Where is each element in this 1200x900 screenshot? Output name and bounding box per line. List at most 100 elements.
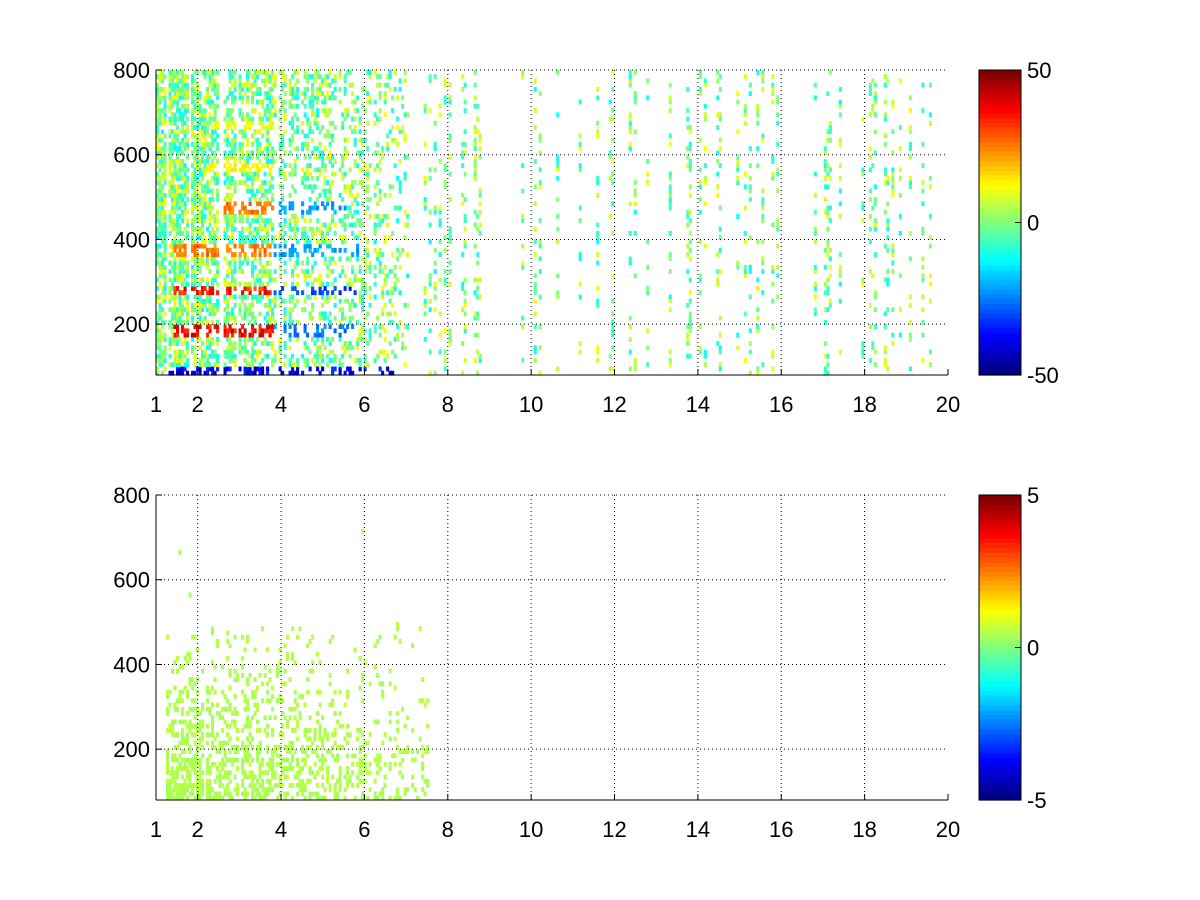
heatmap-cell	[443, 167, 447, 173]
heatmap-cell	[158, 86, 162, 92]
heatmap-cell	[176, 201, 180, 207]
heatmap-cell	[176, 91, 180, 97]
heatmap-cell	[171, 197, 175, 202]
heatmap-cell	[171, 311, 175, 317]
heatmap-cell	[463, 324, 467, 330]
heatmap-cell	[238, 167, 242, 173]
heatmap-cell	[736, 214, 740, 219]
heatmap-cell	[191, 230, 195, 236]
heatmap-cell	[378, 753, 382, 759]
heatmap-cell	[388, 319, 392, 325]
heatmap-cell	[718, 146, 722, 152]
heatmap-cell	[883, 82, 887, 88]
heatmap-cell	[241, 218, 245, 224]
heatmap-cell	[246, 286, 250, 291]
heatmap-cell	[443, 180, 447, 185]
heatmap-cell	[356, 218, 360, 224]
heatmap-cell	[233, 694, 237, 699]
heatmap-cell	[578, 349, 582, 355]
heatmap-cell	[233, 634, 237, 640]
heatmap-cell	[898, 78, 902, 84]
heatmap-cell	[163, 192, 167, 198]
colorbar-segment	[979, 155, 1021, 162]
heatmap-cell	[898, 273, 902, 279]
heatmap-cell	[241, 324, 245, 330]
heatmap-cell	[628, 336, 632, 342]
heatmap-cell	[258, 290, 262, 296]
heatmap-cell	[891, 171, 895, 177]
heatmap-cell	[218, 761, 222, 767]
heatmap-cell	[208, 201, 212, 207]
heatmap-cell	[596, 192, 600, 198]
heatmap-cell	[196, 302, 200, 308]
heatmap-cell	[233, 163, 237, 169]
heatmap-cell	[168, 158, 172, 164]
heatmap-cell	[291, 116, 295, 122]
heatmap-cell	[186, 711, 190, 716]
heatmap-cell	[168, 146, 172, 152]
heatmap-cell	[736, 91, 740, 97]
heatmap-cell	[358, 336, 362, 342]
heatmap-cell	[306, 78, 310, 84]
heatmap-cell	[338, 744, 342, 750]
heatmap-cell	[883, 209, 887, 215]
heatmap-cell	[333, 171, 337, 177]
heatmap-cell	[203, 302, 207, 308]
heatmap-cell	[223, 116, 227, 122]
heatmap-cell	[296, 70, 300, 75]
heatmap-cell	[306, 345, 310, 351]
heatmap-cell	[668, 269, 672, 274]
heatmap-cell	[321, 358, 325, 363]
heatmap-cell	[838, 112, 842, 118]
heatmap-cell	[813, 294, 817, 300]
heatmap-cell	[376, 142, 380, 147]
heatmap-cell	[423, 180, 427, 185]
heatmap-cell	[173, 778, 177, 784]
heatmap-cell	[826, 277, 830, 283]
heatmap-cell	[448, 269, 452, 274]
heatmap-cell	[348, 366, 352, 372]
colorbar-segment	[979, 738, 1021, 744]
heatmap-cell	[278, 167, 282, 173]
heatmap-cell	[476, 311, 480, 317]
heatmap-cell	[703, 146, 707, 152]
heatmap-cell	[538, 167, 542, 173]
heatmap-cell	[268, 95, 272, 101]
heatmap-cell	[348, 167, 352, 173]
heatmap-cell	[828, 167, 832, 173]
heatmap-cell	[233, 184, 237, 190]
heatmap-cell	[868, 197, 872, 202]
heatmap-cell	[908, 294, 912, 300]
heatmap-cell	[243, 302, 247, 308]
heatmap-cell	[871, 341, 875, 346]
heatmap-cell	[191, 757, 195, 763]
heatmap-cell	[376, 315, 380, 321]
heatmap-cell	[168, 78, 172, 84]
heatmap-cell	[376, 222, 380, 228]
heatmap-cell	[171, 719, 175, 725]
heatmap-cell	[206, 264, 210, 270]
heatmap-cell	[308, 778, 312, 784]
heatmap-cell	[463, 82, 467, 88]
heatmap-cell	[258, 70, 262, 75]
heatmap-cell	[238, 86, 242, 92]
heatmap-cell	[356, 192, 360, 198]
heatmap-cell	[196, 787, 200, 793]
heatmap-cell	[181, 795, 185, 801]
heatmap-cell	[668, 188, 672, 194]
heatmap-cell	[321, 783, 325, 788]
heatmap-cell	[406, 715, 410, 721]
heatmap-cell	[223, 171, 227, 177]
colorbar-segment	[979, 704, 1021, 711]
heatmap-cell	[256, 146, 260, 152]
heatmap-cell	[161, 353, 165, 359]
heatmap-cell	[236, 787, 240, 793]
heatmap-cell	[908, 129, 912, 135]
heatmap-cell	[183, 277, 187, 283]
heatmap-cell	[208, 345, 212, 351]
heatmap-cell	[241, 116, 245, 122]
colorbar-segment	[979, 141, 1021, 147]
heatmap-cell	[756, 324, 760, 330]
heatmap-cell	[276, 761, 280, 767]
heatmap-cell	[211, 277, 215, 283]
